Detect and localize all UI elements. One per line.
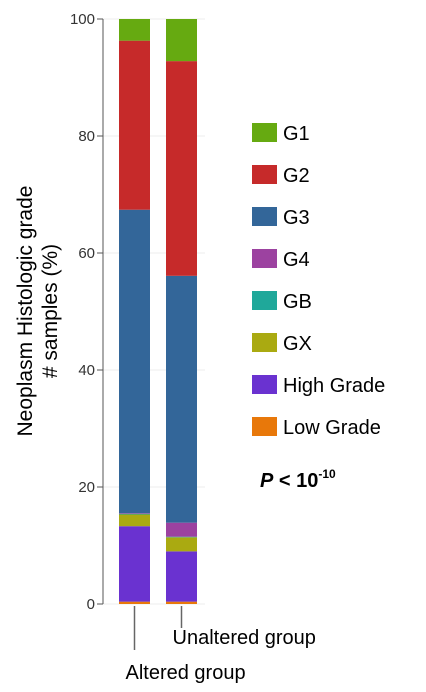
bar-segment [119,40,150,210]
bar-segment [166,275,197,523]
bar-segment [119,601,150,604]
legend-swatch [252,291,277,310]
bar-segment [166,19,197,62]
y-axis-title-line: Neoplasm Histologic grade [14,186,37,437]
legend-swatch [252,123,277,142]
legend-swatch [252,207,277,226]
legend-swatch [252,333,277,352]
category-label: Unaltered group [173,627,316,649]
p-value-prefix: P [260,470,274,492]
legend-swatch [252,249,277,268]
legend-label: GB [283,291,312,313]
bar-segment [119,526,150,602]
bar-segment [166,601,197,604]
y-axis: 0 20 40 60 80 100 [70,11,104,613]
legend-swatch [252,417,277,436]
bar-segment [119,513,150,515]
p-value-text: < 10 [273,470,318,492]
legend-label: High Grade [283,375,385,397]
category-labels: Altered group Unaltered group [126,606,316,684]
category-label: Altered group [126,662,246,684]
legend-swatch [252,165,277,184]
bar-segment [166,536,197,538]
legend-label: GX [283,333,312,355]
y-tick-label: 100 [70,11,95,28]
annotation: P < 10-10 [260,467,336,492]
legend-label: G2 [283,165,310,187]
p-value-exponent: -10 [318,467,336,481]
y-axis-title: Neoplasm Histologic grade # samples (%) [14,186,62,437]
y-tick-label: 60 [78,245,95,262]
legend: G1 G2 G3 G4 GB GX High Grade Low Grade [252,123,385,439]
bar-segment [166,537,197,552]
bar-segment [166,61,197,276]
bar-segment [119,19,150,41]
legend-label: G1 [283,123,310,145]
legend-label: Low Grade [283,417,381,439]
legend-label: G4 [283,249,310,271]
legend-label: G3 [283,207,310,229]
y-tick-label: 20 [78,479,95,496]
bar-segment [166,522,197,537]
y-tick-label: 0 [87,596,95,613]
bars [119,19,197,604]
bar-segment [166,551,197,602]
bar-segment [119,513,150,514]
y-tick-label: 40 [78,362,95,379]
bar-segment [119,514,150,527]
legend-swatch [252,375,277,394]
bar-segment [119,209,150,514]
y-axis-title-line: # samples (%) [39,244,62,378]
p-value-annotation: P < 10-10 [260,467,336,492]
y-tick-label: 80 [78,128,95,145]
